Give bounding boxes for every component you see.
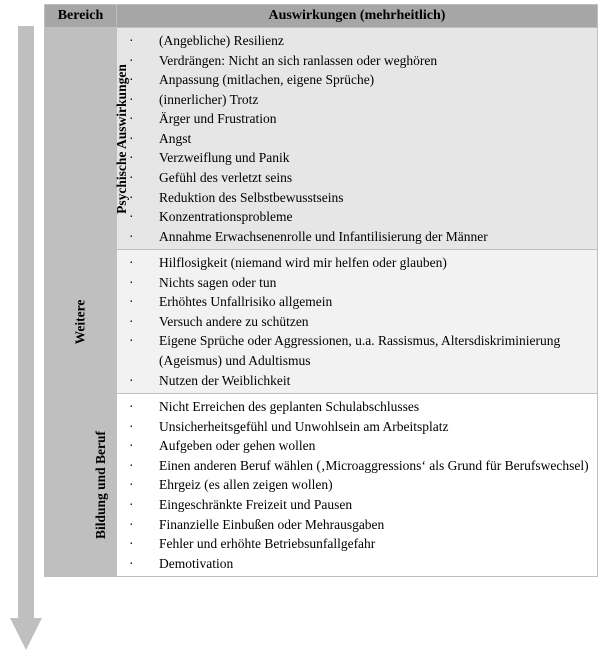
effects-table: Bereich Auswirkungen (mehrheitlich) Psyc… — [44, 4, 598, 577]
table-header-row: Bereich Auswirkungen (mehrheitlich) — [45, 5, 598, 28]
list-item: Aufgeben oder gehen wollen — [125, 436, 591, 456]
list-item: Reduktion des Selbstbewusstseins — [125, 188, 591, 208]
list-item: Unsicherheitsgefühl und Unwohlsein am Ar… — [125, 417, 591, 437]
list-item: Nutzen der Weiblichkeit — [125, 371, 591, 391]
section-body: (Angebliche) ResilienzVerdrängen: Nicht … — [117, 28, 598, 250]
list-item: Annahme Erwachsenenrolle und Infantilisi… — [125, 227, 591, 247]
list-item: Eigene Sprüche oder Aggressionen, u.a. R… — [125, 331, 591, 370]
section-label-text: Weitere — [72, 299, 88, 344]
list-item: Verdrängen: Nicht an sich ranlassen oder… — [125, 51, 591, 71]
list-item: (innerlicher) Trotz — [125, 90, 591, 110]
section-label: Bildung und Beruf — [45, 394, 117, 577]
section-body: Hilflosigkeit (niemand wird mir helfen o… — [117, 250, 598, 394]
item-list: (Angebliche) ResilienzVerdrängen: Nicht … — [125, 31, 591, 246]
list-item: Anpassung (mitlachen, eigene Sprüche) — [125, 70, 591, 90]
down-arrow-icon — [10, 26, 42, 650]
section-label: Psychische Auswirkungen — [45, 28, 117, 250]
list-item: Versuch andere zu schützen — [125, 312, 591, 332]
list-item: Nicht Erreichen des geplanten Schulabsch… — [125, 397, 591, 417]
list-item: Erhöhtes Unfallrisiko allgemein — [125, 292, 591, 312]
table-row: Bildung und Beruf Nicht Erreichen des gep… — [45, 394, 598, 577]
list-item: Ärger und Frustration — [125, 109, 591, 129]
col-header-effects: Auswirkungen (mehrheitlich) — [117, 5, 598, 28]
item-list: Nicht Erreichen des geplanten Schulabsch… — [125, 397, 591, 573]
list-item: Finanzielle Einbußen oder Mehrausgaben — [125, 515, 591, 535]
table-row: Weitere Hilflosigkeit (niemand wird mir h… — [45, 250, 598, 394]
list-item: Ehrgeiz (es allen zeigen wollen) — [125, 475, 591, 495]
section-body: Nicht Erreichen des geplanten Schulabsch… — [117, 394, 598, 577]
col-header-area: Bereich — [45, 5, 117, 28]
section-label: Weitere — [45, 250, 117, 394]
list-item: (Angebliche) Resilienz — [125, 31, 591, 51]
list-item: Konzentrationsprobleme — [125, 207, 591, 227]
list-item: Demotivation — [125, 554, 591, 574]
section-label-text: Bildung und Beruf — [93, 431, 109, 539]
page: Bereich Auswirkungen (mehrheitlich) Psyc… — [0, 0, 600, 581]
list-item: Verzweiflung und Panik — [125, 148, 591, 168]
list-item: Nichts sagen oder tun — [125, 273, 591, 293]
list-item: Eingeschränkte Freizeit und Pausen — [125, 495, 591, 515]
list-item: Einen anderen Beruf wählen (‚Microaggres… — [125, 456, 591, 476]
item-list: Hilflosigkeit (niemand wird mir helfen o… — [125, 253, 591, 390]
table-row: Psychische Auswirkungen(Angebliche) Resi… — [45, 28, 598, 250]
list-item: Fehler und erhöhte Betriebsunfallgefahr — [125, 534, 591, 554]
list-item: Hilflosigkeit (niemand wird mir helfen o… — [125, 253, 591, 273]
list-item: Angst — [125, 129, 591, 149]
list-item: Gefühl des verletzt seins — [125, 168, 591, 188]
